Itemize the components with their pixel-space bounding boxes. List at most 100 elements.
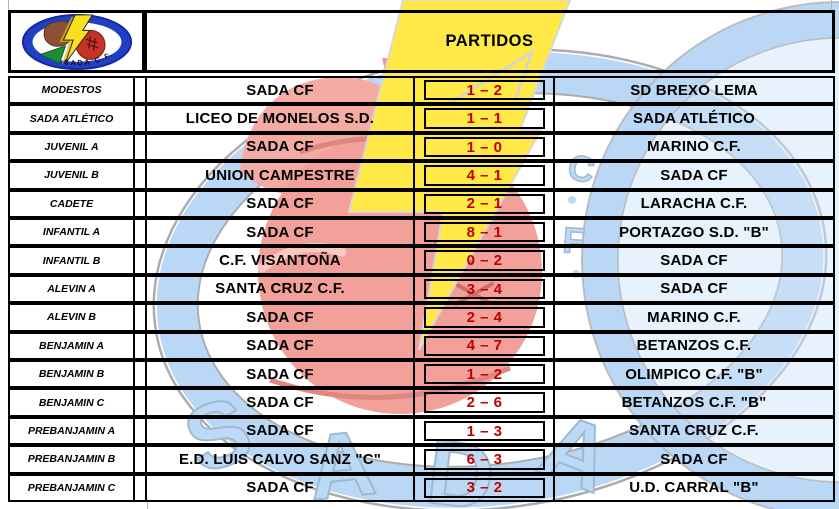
away-team-name: U.D. CARRAL "B" — [629, 479, 759, 497]
match-score: 0 – 2 — [466, 252, 503, 270]
category-cell: INFANTIL B — [8, 248, 135, 273]
table-row: BENJAMIN B SADA CF 1 – 2 OLIMPICO C.F. "… — [8, 360, 835, 389]
gridline-remnant — [831, 0, 832, 10]
away-team-name: SADA CF — [660, 280, 728, 298]
crest-green-wedge — [38, 44, 66, 64]
table-row: MODESTOS SADA CF 1 – 2 SD BREXO LEMA — [8, 76, 835, 105]
category-label: JUVENIL A — [44, 140, 99, 153]
table-row: PREBANJAMIN C SADA CF 3 – 2 U.D. CARRAL … — [8, 473, 835, 502]
away-team-cell: SADA CF — [553, 248, 835, 273]
home-team-name: E.D. LUIS CALVO SANZ "C" — [178, 450, 382, 468]
home-team-name: SADA CF — [246, 422, 314, 440]
partidos-header-cell: PARTIDOS — [144, 10, 835, 73]
home-team-name: SADA CF — [246, 308, 314, 326]
away-team-cell: SD BREXO LEMA — [553, 78, 835, 103]
away-team-cell: BETANZOS C.F. "B" — [553, 390, 835, 415]
match-score: 2 – 1 — [466, 195, 503, 213]
match-score: 3 – 2 — [466, 479, 503, 497]
score-cell: 0 – 2 — [424, 250, 545, 271]
table-row: JUVENIL B UNION CAMPESTRE 4 – 1 SADA CF — [8, 161, 835, 190]
match-score: 4 – 7 — [466, 337, 503, 355]
away-team-cell: SADA CF — [553, 276, 835, 302]
table-row: PREBANJAMIN B E.D. LUIS CALVO SANZ "C" 6… — [8, 445, 835, 474]
away-team-cell: SADA CF — [553, 447, 835, 472]
home-team-name: LICEO DE MONELOS S.D. — [185, 110, 375, 128]
table-row: PREBANJAMIN A SADA CF 1 – 3 SANTA CRUZ C… — [8, 416, 835, 446]
score-cell: 2 – 1 — [424, 193, 545, 214]
match-score: 1 – 1 — [466, 110, 503, 128]
category-label: PREBANJAMIN C — [27, 481, 116, 494]
category-cell: INFANTIL A — [8, 220, 135, 245]
category-cell: BENJAMIN C — [8, 390, 135, 415]
match-score: 1 – 0 — [466, 138, 503, 156]
category-label: INFANTIL B — [42, 254, 101, 267]
away-team-cell: LARACHA C.F. — [553, 191, 835, 216]
score-cell: 1 – 3 — [424, 420, 545, 442]
category-label: ALEVIN A — [47, 282, 96, 295]
category-cell: MODESTOS — [8, 78, 135, 103]
home-team-cell: SADA CF — [145, 475, 415, 500]
home-team-name: SANTA CRUZ C.F. — [215, 280, 345, 298]
category-cell: PREBANJAMIN C — [8, 475, 135, 500]
category-cell: ALEVIN A — [8, 276, 135, 302]
away-team-name: BETANZOS C.F. "B" — [621, 394, 767, 412]
away-team-name: MARINO C.F. — [647, 308, 741, 326]
match-score: 6 – 3 — [466, 450, 503, 468]
match-score: 1 – 3 — [466, 422, 503, 440]
match-score: 1 – 2 — [466, 81, 503, 99]
match-score: 1 – 2 — [466, 365, 503, 383]
category-label: MODESTOS — [41, 84, 102, 97]
table-row: BENJAMIN A SADA CF 4 – 7 BETANZOS C.F. — [8, 331, 835, 360]
category-label: PREBANJAMIN B — [27, 453, 116, 466]
score-cell: 1 – 2 — [424, 364, 545, 385]
home-team-cell: SADA CF — [145, 418, 415, 444]
score-cell: 3 – 4 — [424, 278, 545, 300]
away-team-cell: PORTAZGO S.D. "B" — [553, 220, 835, 245]
category-label: ALEVIN B — [46, 311, 96, 324]
table-row: BENJAMIN C SADA CF 2 – 6 BETANZOS C.F. "… — [8, 388, 835, 417]
watermark-letter: D — [422, 421, 500, 509]
away-team-cell: U.D. CARRAL "B" — [553, 475, 835, 500]
away-team-cell: MARINO C.F. — [553, 305, 835, 330]
home-team-name: C.F. VISANTOÑA — [219, 252, 341, 270]
table-row: ALEVIN B SADA CF 2 – 4 MARINO C.F. — [8, 303, 835, 332]
gridline-remnant — [8, 0, 9, 10]
home-team-name: SADA CF — [246, 195, 314, 213]
table-row: INFANTIL A SADA CF 8 – 1 PORTAZGO S.D. "… — [8, 218, 835, 247]
away-team-name: OLIMPICO C.F. "B" — [625, 365, 763, 383]
table-row: CADETE SADA CF 2 – 1 LARACHA C.F. — [8, 189, 835, 218]
category-cell: BENJAMIN A — [8, 333, 135, 358]
score-cell: 2 – 4 — [424, 307, 545, 328]
category-cell: CADETE — [8, 191, 135, 216]
crest-lightning-bolt — [62, 13, 93, 64]
away-team-cell: BETANZOS C.F. — [553, 333, 835, 358]
home-team-cell: LICEO DE MONELOS S.D. — [145, 106, 415, 131]
home-team-cell: SADA CF — [145, 134, 415, 160]
home-team-name: SADA CF — [246, 365, 314, 383]
away-team-cell: SANTA CRUZ C.F. — [553, 418, 835, 444]
home-team-name: SADA CF — [246, 223, 314, 241]
match-score: 8 – 1 — [466, 223, 503, 241]
away-team-name: PORTAZGO S.D. "B" — [619, 223, 769, 241]
watermark-letter: A — [303, 412, 380, 509]
away-team-cell: SADA ATLÉTICO — [553, 106, 835, 131]
home-team-cell: E.D. LUIS CALVO SANZ "C" — [145, 447, 415, 472]
away-team-name: SADA ATLÉTICO — [632, 110, 756, 128]
score-cell: 3 – 2 — [424, 477, 545, 498]
away-team-name: SADA CF — [660, 450, 728, 468]
category-cell: BENJAMIN B — [8, 362, 135, 387]
category-label: BENJAMIN A — [39, 339, 104, 352]
away-team-cell: OLIMPICO C.F. "B" — [553, 362, 835, 387]
category-label: BENJAMIN B — [38, 368, 105, 381]
partidos-header-label: PARTIDOS — [445, 32, 534, 50]
sada-cf-crest-logo: SADA C.F. — [21, 13, 132, 70]
home-team-name: SADA CF — [246, 81, 314, 99]
match-score: 2 – 6 — [466, 394, 503, 412]
away-team-cell: SADA CF — [553, 163, 835, 188]
away-team-name: SADA CF — [660, 252, 728, 270]
home-team-cell: SADA CF — [145, 333, 415, 358]
home-team-name: SADA CF — [246, 138, 314, 156]
home-team-name: SADA CF — [246, 337, 314, 355]
home-team-cell: C.F. VISANTOÑA — [145, 248, 415, 273]
category-cell: SADA ATLÉTICO — [8, 106, 135, 131]
